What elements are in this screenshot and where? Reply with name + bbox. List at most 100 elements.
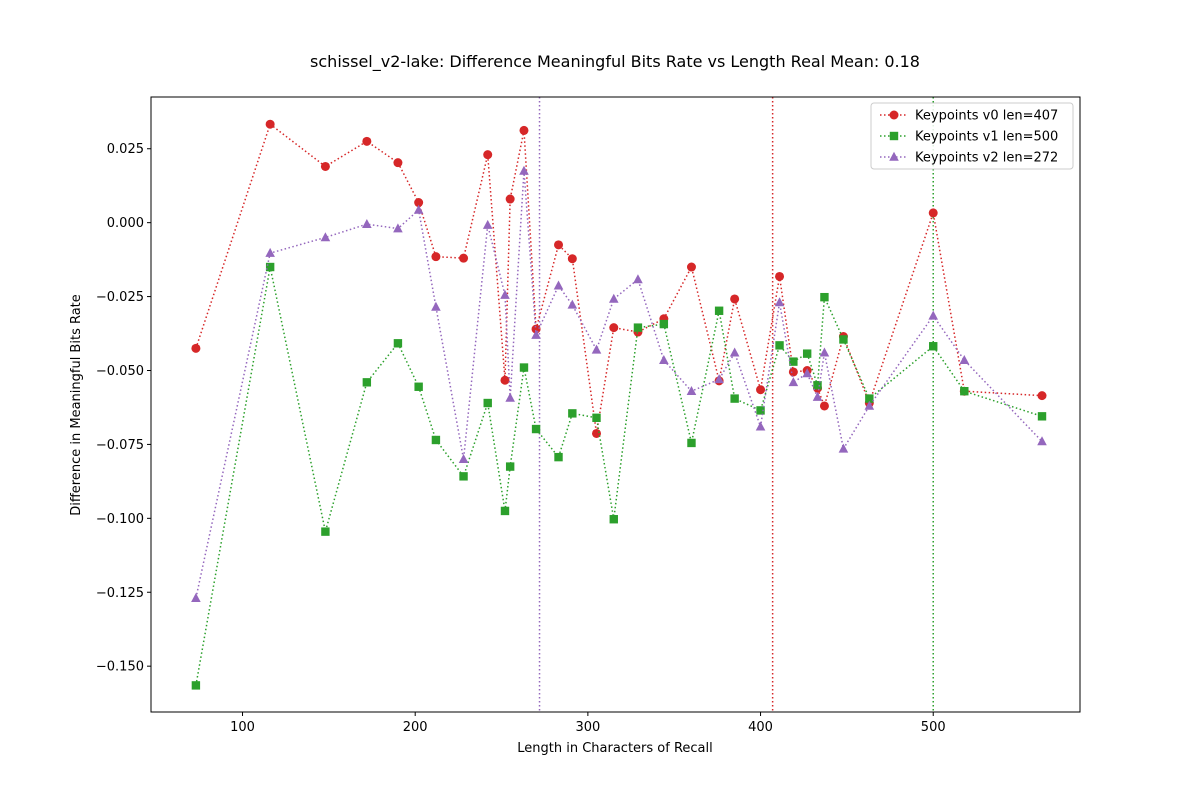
series-2-point <box>838 443 849 453</box>
series-0-point <box>320 161 330 171</box>
series-0-point <box>788 367 798 377</box>
x-tick-label: 200 <box>403 720 428 735</box>
series-1-point <box>730 394 739 403</box>
chart-title: schissel_v2-lake: Difference Meaningful … <box>310 52 920 72</box>
series-1-point <box>362 378 372 387</box>
series-0-point <box>686 262 696 272</box>
series-0-point <box>567 254 577 264</box>
legend-item-2: Keypoints v2 len=272 <box>880 151 1058 166</box>
legend: Keypoints v0 len=407 Keypoints v1 len=500… <box>870 102 1074 170</box>
y-tick-label: −0.125 <box>96 586 144 601</box>
series-1-point <box>813 381 822 390</box>
series-2-point <box>755 421 766 431</box>
series-1-point <box>929 342 938 351</box>
series-2-point <box>714 374 724 384</box>
series-2-point <box>864 400 875 410</box>
y-tick-label: −0.100 <box>96 512 144 527</box>
legend-item-2-marker <box>889 151 899 161</box>
series-0-point <box>431 252 441 262</box>
series-0-point <box>554 240 564 250</box>
series-2-point <box>265 247 275 257</box>
series-1-point <box>714 306 724 315</box>
series-2-point <box>500 289 510 299</box>
series-1-point <box>265 262 275 272</box>
series-0-point <box>819 401 829 411</box>
series-1-point <box>519 363 529 372</box>
legend-item-0-label: Keypoints v0 len=407 <box>915 109 1058 124</box>
series-2-point <box>458 453 469 463</box>
series-1-point <box>789 357 798 366</box>
series-1-point <box>500 506 510 516</box>
series-2-point <box>191 592 201 602</box>
legend-item-0-marker <box>889 110 899 120</box>
series-0-point <box>730 294 740 304</box>
x-tick-label: 400 <box>748 720 773 735</box>
series-2-point <box>633 274 643 284</box>
series-2-point <box>531 329 541 339</box>
plot-area <box>191 97 1047 712</box>
series-2-point <box>608 293 619 303</box>
x-axis-label: Length in Characters of Recall <box>517 741 713 756</box>
series-1-point <box>459 472 468 481</box>
series-0-point <box>393 158 403 168</box>
series-0-point <box>500 375 510 385</box>
series-0-point <box>414 198 424 208</box>
series-1-point <box>321 527 330 536</box>
series-1-point <box>531 424 541 434</box>
series-0-point <box>1037 391 1047 401</box>
series-1-point <box>960 386 969 396</box>
series-2-point <box>505 392 515 402</box>
y-tick-label: −0.150 <box>96 660 144 675</box>
series-2-point <box>362 218 372 228</box>
series-2-point <box>812 391 823 401</box>
series-2-point <box>591 344 602 354</box>
series-2-point <box>686 385 697 395</box>
series-2-point <box>959 354 970 364</box>
series-1-point <box>554 452 563 462</box>
series-2-point <box>774 297 785 307</box>
series-2-point <box>659 354 669 364</box>
series-1-point <box>505 462 515 471</box>
series-2-point <box>413 204 424 214</box>
series-1-point <box>839 335 848 344</box>
y-axis-label: Difference in Meaningful Bits Rate <box>69 294 84 516</box>
series-2-point <box>393 223 403 233</box>
x-tick-label: 300 <box>575 720 600 735</box>
series-2-point <box>928 310 939 320</box>
series-0-point <box>519 125 529 135</box>
series-0-point <box>362 136 372 146</box>
series-2-point <box>567 299 578 309</box>
series-1-point <box>191 681 201 690</box>
series-1-point <box>820 292 829 302</box>
series-0-point <box>265 119 275 129</box>
series-0-point <box>756 385 766 395</box>
series-1-point <box>775 341 784 350</box>
series-1 <box>191 262 1047 690</box>
series-2-point <box>1037 436 1047 446</box>
series-0-point <box>505 194 515 204</box>
plot-frame <box>150 96 1081 713</box>
series-2-point <box>320 232 331 242</box>
legend-item-2-label: Keypoints v2 len=272 <box>915 151 1058 166</box>
series-2-point <box>553 280 564 290</box>
series-0-point <box>592 428 602 438</box>
series-1-point <box>865 394 874 403</box>
series-1-point <box>659 319 669 329</box>
y-tick-label: −0.050 <box>96 364 144 379</box>
series-1-point <box>802 349 812 358</box>
series-2-point <box>802 368 812 378</box>
series-1-point <box>756 406 765 415</box>
legend-item-0: Keypoints v0 len=407 <box>880 109 1058 124</box>
plot-inner <box>191 97 1047 712</box>
series-1-point <box>393 339 403 348</box>
legend-box <box>870 102 1074 170</box>
legend-item-1: Keypoints v1 len=500 <box>880 130 1058 145</box>
series-1-point <box>414 382 423 391</box>
series-2 <box>191 165 1047 602</box>
series-1-point <box>1037 412 1047 421</box>
series-2-point <box>729 347 740 357</box>
series-2-point <box>431 301 441 311</box>
x-tick-label: 100 <box>230 720 255 735</box>
series-2-point <box>482 219 493 229</box>
